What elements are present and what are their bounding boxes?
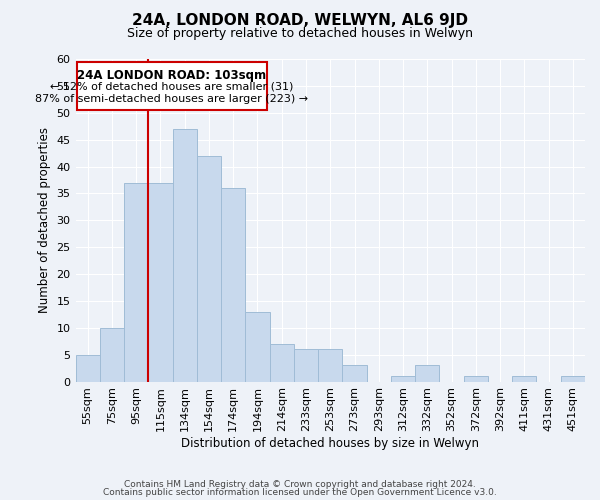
Bar xyxy=(464,376,488,382)
Bar xyxy=(173,129,197,382)
Bar xyxy=(76,354,100,382)
Bar xyxy=(294,350,318,382)
Text: 24A, LONDON ROAD, WELWYN, AL6 9JD: 24A, LONDON ROAD, WELWYN, AL6 9JD xyxy=(132,12,468,28)
FancyBboxPatch shape xyxy=(77,62,267,110)
Bar xyxy=(561,376,585,382)
Text: Contains HM Land Registry data © Crown copyright and database right 2024.: Contains HM Land Registry data © Crown c… xyxy=(124,480,476,489)
Bar xyxy=(148,182,173,382)
Text: Contains public sector information licensed under the Open Government Licence v3: Contains public sector information licen… xyxy=(103,488,497,497)
Bar xyxy=(512,376,536,382)
Text: Size of property relative to detached houses in Welwyn: Size of property relative to detached ho… xyxy=(127,28,473,40)
Bar xyxy=(124,182,148,382)
Bar xyxy=(343,366,367,382)
Bar xyxy=(197,156,221,382)
Bar xyxy=(245,312,269,382)
X-axis label: Distribution of detached houses by size in Welwyn: Distribution of detached houses by size … xyxy=(181,437,479,450)
Bar xyxy=(415,366,439,382)
Text: 87% of semi-detached houses are larger (223) →: 87% of semi-detached houses are larger (… xyxy=(35,94,308,104)
Bar xyxy=(318,350,343,382)
Bar xyxy=(391,376,415,382)
Y-axis label: Number of detached properties: Number of detached properties xyxy=(38,128,51,314)
Text: ← 12% of detached houses are smaller (31): ← 12% of detached houses are smaller (31… xyxy=(50,82,293,92)
Text: 24A LONDON ROAD: 103sqm: 24A LONDON ROAD: 103sqm xyxy=(77,68,266,82)
Bar xyxy=(221,188,245,382)
Bar xyxy=(269,344,294,382)
Bar xyxy=(100,328,124,382)
